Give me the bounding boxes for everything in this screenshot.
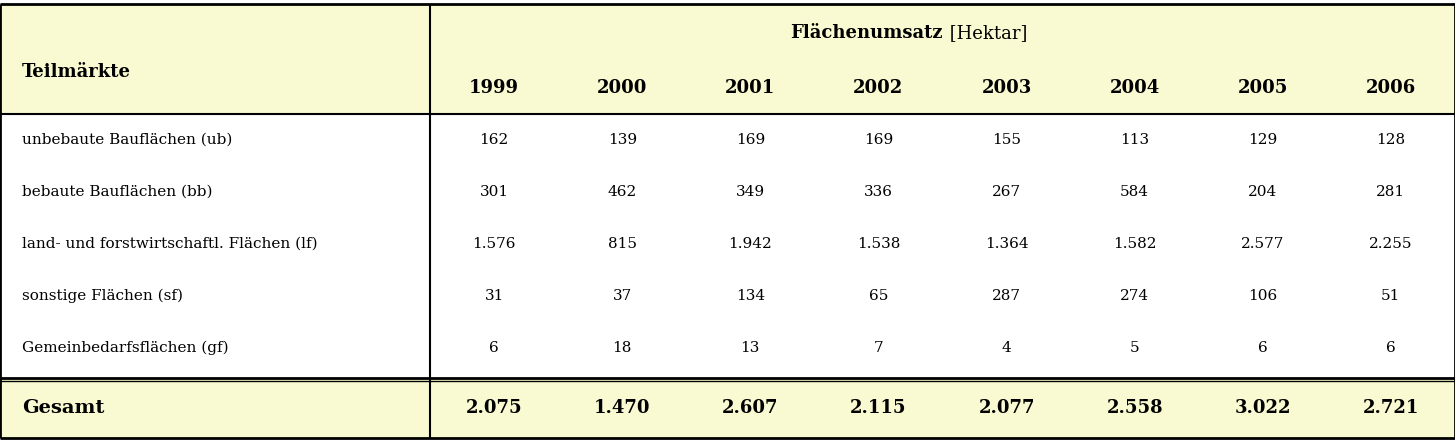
Text: 1.364: 1.364	[985, 237, 1029, 251]
Text: 815: 815	[608, 237, 637, 251]
Text: 1.470: 1.470	[594, 399, 650, 417]
Text: 2006: 2006	[1366, 79, 1416, 97]
Text: 2.607: 2.607	[722, 399, 778, 417]
Text: 1999: 1999	[469, 79, 519, 97]
Text: Flächenumsatz: Flächenumsatz	[790, 24, 943, 42]
Text: 106: 106	[1248, 289, 1277, 303]
Text: 31: 31	[485, 289, 503, 303]
Text: 2.721: 2.721	[1363, 399, 1419, 417]
Text: 2.558: 2.558	[1106, 399, 1163, 417]
Text: 134: 134	[736, 289, 765, 303]
Text: 1.538: 1.538	[857, 237, 901, 251]
Text: 139: 139	[608, 133, 637, 147]
Bar	[0, 378, 1455, 438]
Text: Teilmärkte: Teilmärkte	[22, 63, 131, 81]
Text: 287: 287	[992, 289, 1021, 303]
Text: 2.115: 2.115	[850, 399, 906, 417]
Text: 6: 6	[489, 341, 499, 355]
Text: 169: 169	[736, 133, 765, 147]
Text: 2002: 2002	[853, 79, 904, 97]
Text: 301: 301	[480, 185, 509, 199]
Text: 2000: 2000	[597, 79, 647, 97]
Bar	[0, 4, 1455, 114]
Text: 1.582: 1.582	[1113, 237, 1157, 251]
Text: 51: 51	[1381, 289, 1401, 303]
Bar	[0, 114, 1455, 374]
Text: 129: 129	[1248, 133, 1277, 147]
Text: 65: 65	[869, 289, 888, 303]
Text: 4: 4	[1001, 341, 1011, 355]
Text: 6: 6	[1259, 341, 1267, 355]
Text: 204: 204	[1248, 185, 1277, 199]
Text: 274: 274	[1120, 289, 1149, 303]
Text: 6: 6	[1387, 341, 1395, 355]
Text: 2005: 2005	[1238, 79, 1288, 97]
Text: 2.577: 2.577	[1241, 237, 1285, 251]
Text: 2.075: 2.075	[466, 399, 522, 417]
Text: 349: 349	[736, 185, 765, 199]
Text: 2003: 2003	[982, 79, 1032, 97]
Text: 2001: 2001	[725, 79, 776, 97]
Text: 113: 113	[1120, 133, 1149, 147]
Text: 1.942: 1.942	[729, 237, 773, 251]
Text: [Hektar]: [Hektar]	[944, 24, 1027, 42]
Text: 336: 336	[864, 185, 893, 199]
Text: 5: 5	[1131, 341, 1139, 355]
Text: Gesamt: Gesamt	[22, 399, 105, 417]
Text: 3.022: 3.022	[1234, 399, 1291, 417]
Text: 13: 13	[741, 341, 760, 355]
Text: 169: 169	[864, 133, 893, 147]
Text: 462: 462	[608, 185, 637, 199]
Bar	[0, 374, 1455, 378]
Text: bebaute Bauflächen (bb): bebaute Bauflächen (bb)	[22, 185, 212, 199]
Text: 2.255: 2.255	[1369, 237, 1413, 251]
Text: 37: 37	[613, 289, 631, 303]
Text: 155: 155	[992, 133, 1021, 147]
Text: 584: 584	[1120, 185, 1149, 199]
Text: 128: 128	[1376, 133, 1406, 147]
Text: 281: 281	[1376, 185, 1406, 199]
Text: 162: 162	[480, 133, 509, 147]
Text: land- und forstwirtschaftl. Flächen (lf): land- und forstwirtschaftl. Flächen (lf)	[22, 237, 317, 251]
Text: 18: 18	[613, 341, 631, 355]
Text: 1.576: 1.576	[473, 237, 517, 251]
Text: 7: 7	[873, 341, 883, 355]
Text: sonstige Flächen (sf): sonstige Flächen (sf)	[22, 289, 183, 303]
Text: unbebaute Bauflächen (ub): unbebaute Bauflächen (ub)	[22, 133, 233, 147]
Text: 2004: 2004	[1110, 79, 1160, 97]
Text: 267: 267	[992, 185, 1021, 199]
Text: 2.077: 2.077	[978, 399, 1035, 417]
Text: Gemeinbedarfsflächen (gf): Gemeinbedarfsflächen (gf)	[22, 341, 228, 355]
